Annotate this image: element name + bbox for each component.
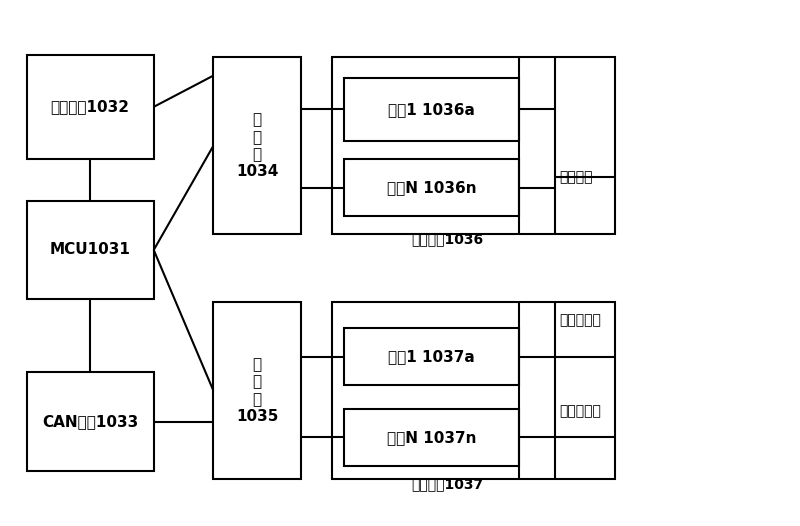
Text: 温度1 1037a: 温度1 1037a	[389, 349, 475, 364]
Bar	[344, 78, 519, 140]
Text: 温度采集线: 温度采集线	[559, 313, 601, 327]
Bar	[344, 328, 519, 386]
Text: 译
码
器
1035: 译 码 器 1035	[236, 357, 278, 424]
Text: 电压引线: 电压引线	[559, 170, 592, 184]
Text: 电压N 1036n: 电压N 1036n	[387, 180, 477, 195]
Bar	[333, 302, 614, 479]
Text: 温度采集线: 温度采集线	[559, 404, 601, 418]
Text: 电流子板1032: 电流子板1032	[50, 99, 130, 114]
Text: CAN通信1033: CAN通信1033	[42, 414, 138, 429]
Bar	[344, 409, 519, 466]
Bar	[214, 302, 301, 479]
Text: 电压1 1036a: 电压1 1036a	[388, 102, 475, 117]
Text: 电压子板1036: 电压子板1036	[412, 232, 484, 246]
Text: 温度子板1037: 温度子板1037	[412, 478, 484, 491]
Bar	[26, 55, 154, 159]
Bar	[333, 57, 614, 235]
Bar	[26, 200, 154, 299]
Bar	[344, 159, 519, 216]
Text: 温度N 1037n: 温度N 1037n	[387, 430, 477, 445]
Bar	[214, 57, 301, 235]
Text: MCU1031: MCU1031	[50, 242, 130, 258]
Bar	[26, 372, 154, 471]
Text: 译
码
器
1034: 译 码 器 1034	[236, 112, 278, 179]
